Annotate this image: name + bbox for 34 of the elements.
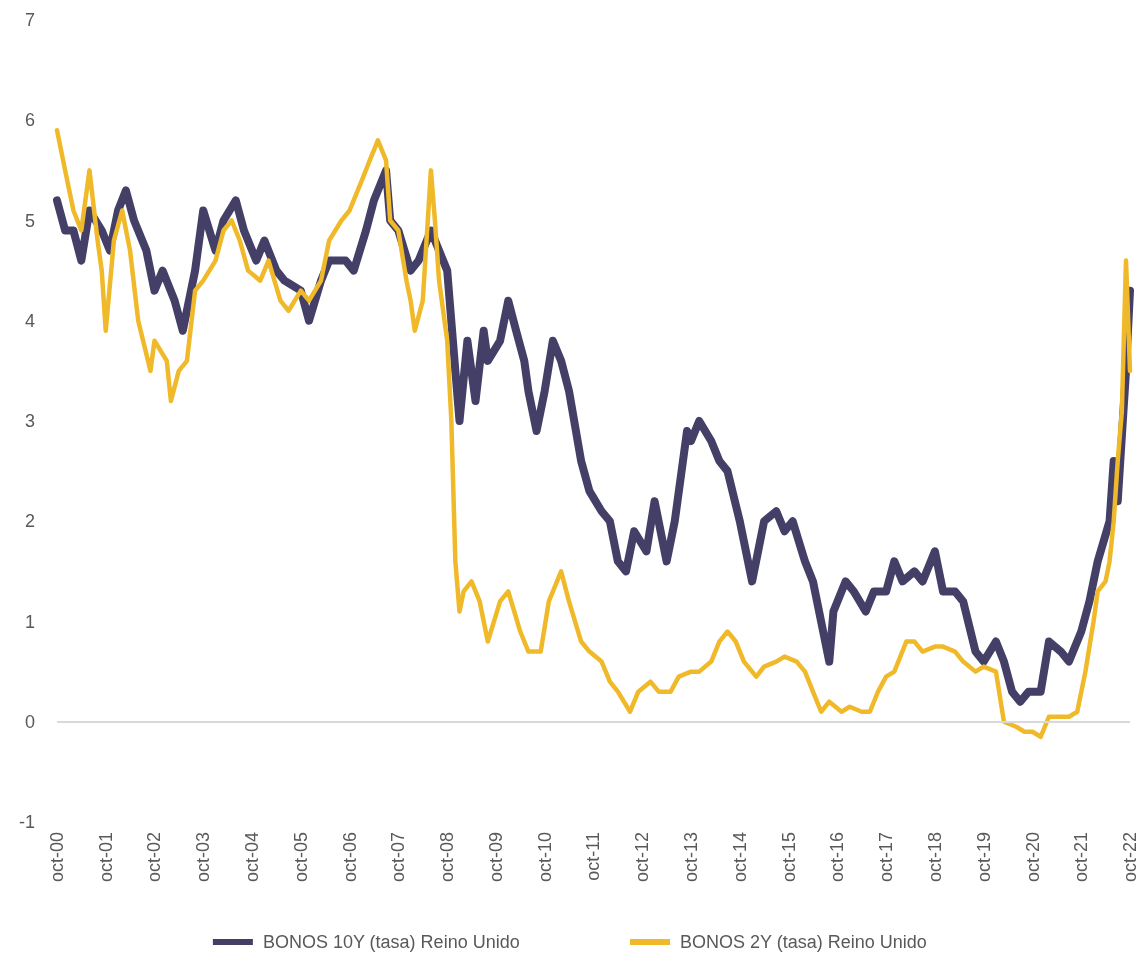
y-tick-label: 4	[24, 310, 35, 331]
x-tick-label: oct-20	[1022, 832, 1043, 883]
legend-label: BONOS 2Y (tasa) Reino Unido	[680, 932, 927, 952]
x-tick-label: oct-14	[729, 832, 750, 883]
y-tick-label: 1	[24, 611, 35, 632]
x-tick-label: oct-01	[95, 832, 116, 883]
x-tick-label: oct-15	[778, 832, 799, 883]
x-tick-label: oct-21	[1071, 832, 1092, 883]
x-tick-label: oct-00	[47, 832, 67, 883]
x-tick-label: oct-17	[876, 832, 897, 883]
x-tick-label: oct-04	[242, 832, 263, 883]
x-tick-label: oct-09	[485, 832, 506, 883]
x-tick-label: oct-03	[193, 832, 214, 883]
x-tick-label: oct-16	[827, 832, 848, 883]
y-tick-label: 3	[24, 411, 35, 431]
x-tick-label: oct-08	[437, 832, 458, 883]
x-tick-label: oct-05	[290, 832, 311, 883]
y-tick-label: 2	[24, 511, 35, 532]
y-tick-label: 6	[24, 110, 35, 131]
y-tick-label: 5	[24, 210, 35, 231]
legend-label: BONOS 10Y (tasa) Reino Unido	[262, 932, 520, 952]
x-tick-label: oct-13	[681, 832, 702, 883]
x-tick-label: oct-11	[583, 832, 604, 881]
x-tick-label: oct-07	[388, 832, 409, 883]
x-tick-label: oct-02	[144, 832, 165, 883]
y-tick-label: 0	[24, 711, 35, 732]
x-tick-label: oct-19	[973, 832, 994, 883]
y-tick-label: -1	[18, 812, 35, 832]
x-tick-label: oct-06	[339, 832, 360, 883]
x-tick-label: oct-12	[632, 832, 653, 883]
x-tick-label: oct-10	[534, 832, 555, 883]
x-tick-label: oct-22	[1120, 832, 1140, 883]
y-tick-label: 7	[24, 10, 35, 30]
x-tick-label: oct-18	[924, 832, 945, 883]
